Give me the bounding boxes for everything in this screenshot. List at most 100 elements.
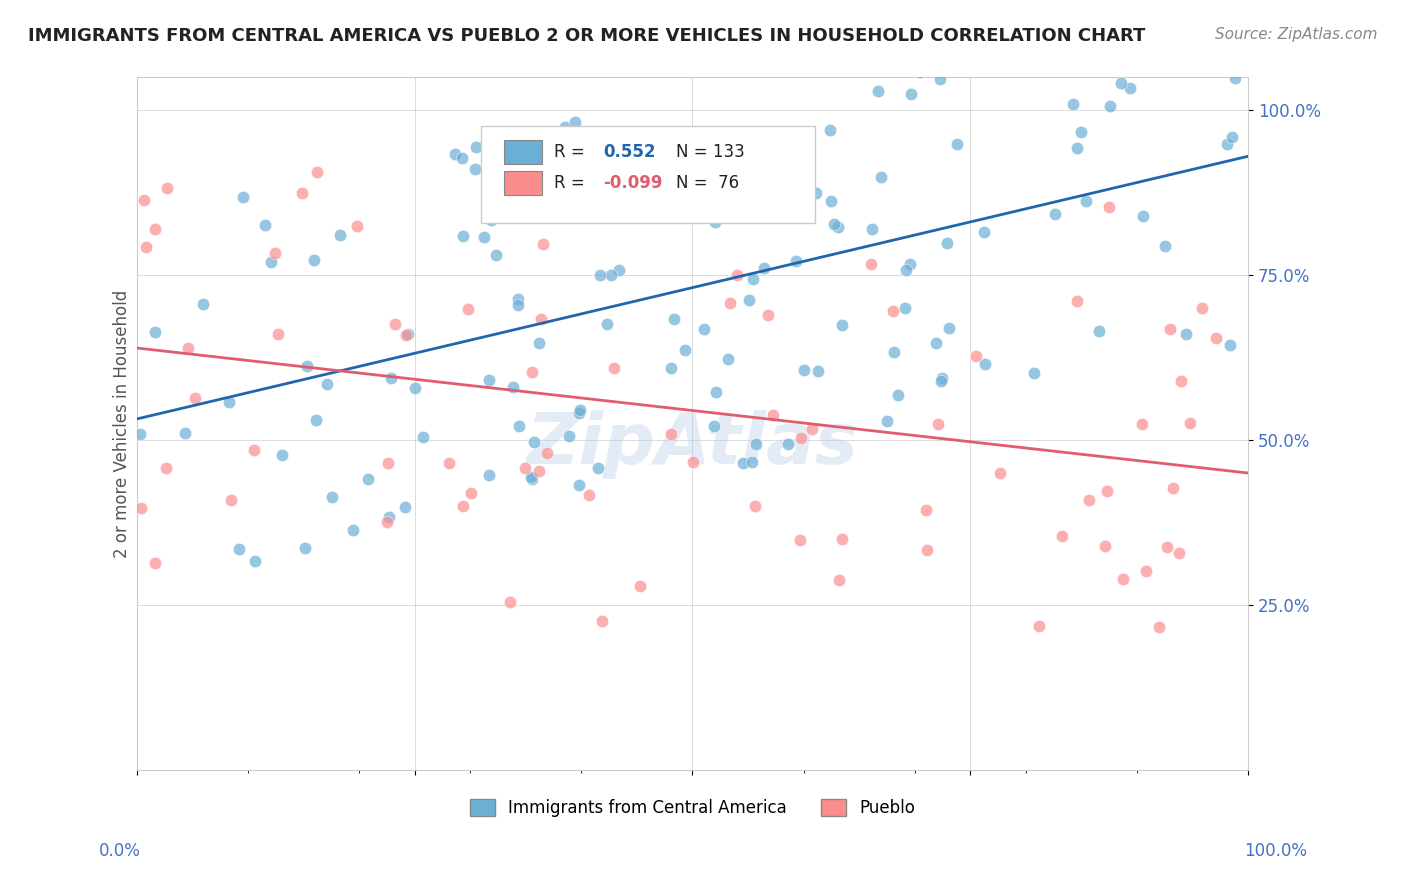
Point [558, 181, 581, 195]
Point [396, 327, 419, 342]
Point [717, 352, 740, 367]
Point [1088, 324, 1111, 338]
Point [898, 257, 921, 271]
Point [254, 219, 277, 233]
Point [143, 222, 166, 236]
Point [1066, 293, 1088, 308]
Point [605, 175, 627, 189]
Point [938, 320, 960, 334]
Point [529, 464, 551, 478]
Point [135, 240, 157, 254]
Point [451, 151, 474, 165]
Point [174, 426, 197, 441]
Point [786, 192, 808, 206]
Point [460, 486, 482, 500]
Point [741, 271, 763, 285]
Point [294, 541, 316, 556]
Point [785, 253, 807, 268]
Point [394, 500, 416, 514]
Point [820, 194, 842, 208]
Point [779, 191, 801, 205]
Point [789, 533, 811, 548]
Point [1066, 141, 1088, 155]
Point [769, 143, 792, 157]
Point [613, 196, 636, 211]
Point [260, 255, 283, 269]
Point [302, 252, 325, 267]
Point [1156, 541, 1178, 555]
Point [395, 328, 418, 343]
Point [628, 579, 651, 593]
Point [1060, 58, 1083, 72]
Point [1132, 210, 1154, 224]
Point [990, 467, 1012, 481]
Point [472, 229, 495, 244]
Point [718, 296, 741, 310]
Point [740, 150, 762, 164]
Point [894, 301, 917, 315]
Text: R =: R = [554, 175, 585, 193]
Text: ZipAtlas: ZipAtlas [527, 410, 858, 479]
Point [828, 573, 851, 587]
Point [1153, 238, 1175, 252]
Point [377, 456, 399, 470]
Point [478, 373, 501, 387]
Point [883, 345, 905, 359]
Point [569, 403, 592, 417]
Point [193, 297, 215, 311]
Point [682, 455, 704, 469]
Point [1109, 76, 1132, 90]
Point [860, 221, 883, 235]
Point [129, 501, 152, 516]
Point [596, 317, 619, 331]
Bar [503, 171, 543, 195]
Point [1043, 207, 1066, 221]
Point [554, 120, 576, 134]
Point [831, 533, 853, 547]
Point [129, 426, 152, 441]
Point [1094, 539, 1116, 553]
Point [564, 115, 586, 129]
Point [1215, 137, 1237, 152]
Point [346, 219, 368, 233]
Point [356, 472, 378, 486]
Y-axis label: 2 or more Vehicles in Household: 2 or more Vehicles in Household [114, 290, 131, 558]
Point [1167, 546, 1189, 560]
Point [1078, 492, 1101, 507]
Legend: Immigrants from Central America, Pueblo: Immigrants from Central America, Pueblo [464, 792, 921, 824]
Text: IMMIGRANTS FROM CENTRAL AMERICA VS PUEBLO 2 OR MORE VEHICLES IN HOUSEHOLD CORREL: IMMIGRANTS FROM CENTRAL AMERICA VS PUEBL… [28, 27, 1146, 45]
Point [915, 503, 938, 517]
Point [703, 215, 725, 229]
Point [522, 472, 544, 486]
Point [412, 430, 434, 444]
Point [931, 370, 953, 384]
Point [378, 509, 401, 524]
Point [738, 293, 761, 307]
Point [522, 365, 544, 379]
Point [485, 248, 508, 262]
Point [591, 615, 613, 629]
Point [478, 467, 501, 482]
Point [1174, 326, 1197, 341]
Point [1028, 618, 1050, 632]
Point [316, 376, 339, 391]
Point [936, 236, 959, 251]
Point [568, 478, 591, 492]
Point [965, 349, 987, 363]
Point [744, 437, 766, 451]
Point [1095, 484, 1118, 499]
Point [928, 72, 950, 87]
Point [659, 426, 682, 441]
Point [558, 429, 581, 443]
Point [184, 391, 207, 405]
Point [762, 408, 785, 422]
Bar [503, 140, 543, 164]
Point [243, 442, 266, 457]
Point [177, 341, 200, 355]
Point [1159, 322, 1181, 336]
Point [693, 322, 716, 336]
Point [831, 318, 853, 333]
Point [464, 139, 486, 153]
Point [232, 190, 254, 204]
Point [1128, 35, 1150, 49]
